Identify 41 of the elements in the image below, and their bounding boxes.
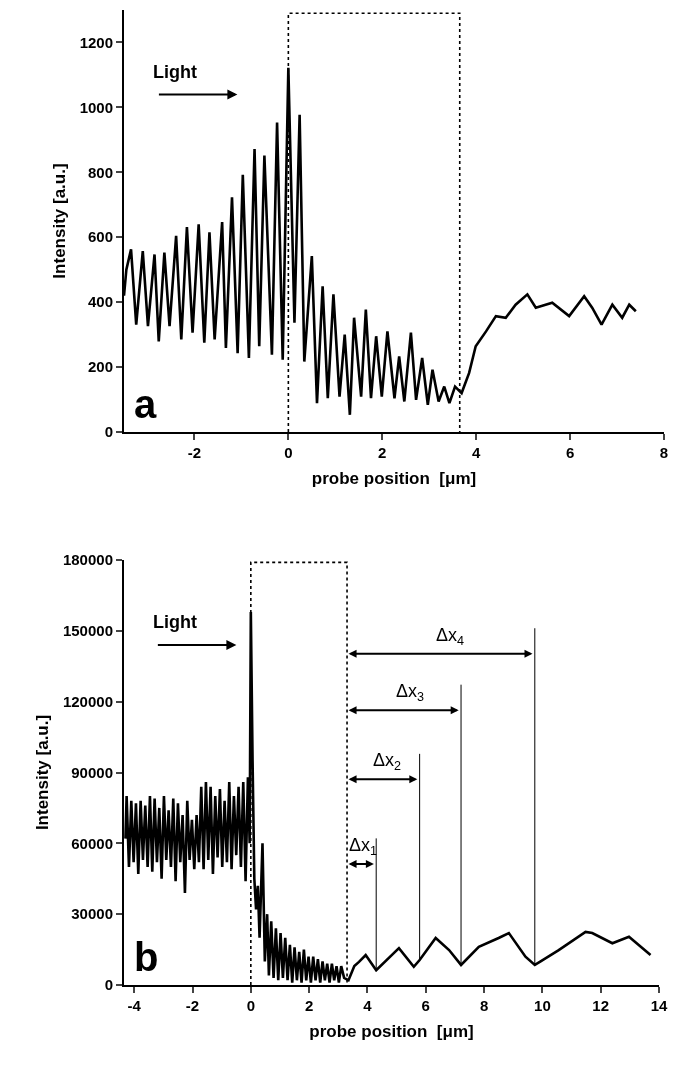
y-tick-label: 180000 — [62, 551, 113, 569]
x-tick-label: -2 — [185, 997, 200, 1014]
y-tick-label: 800 — [87, 163, 113, 181]
x-tick-label: -4 — [127, 997, 142, 1014]
annotation: Δx$_{2}$ — [373, 750, 402, 773]
y-tick-label: 60000 — [71, 834, 113, 852]
y-tick-label: 200 — [87, 358, 113, 376]
y-axis-title: Intensity [a.u.] — [32, 714, 52, 831]
x-axis-title: probe position [μm] — [309, 1021, 474, 1041]
x-tick-label: 10 — [534, 997, 551, 1014]
y-tick-label: 1000 — [79, 98, 113, 116]
annotation: Light — [153, 612, 197, 632]
y-tick-label: 1200 — [79, 33, 113, 51]
y-tick-label: 600 — [87, 228, 113, 246]
x-tick-label: 0 — [246, 997, 255, 1014]
x-tick-label: 2 — [304, 997, 314, 1014]
y-tick-label: 400 — [87, 293, 113, 311]
x-tick-label: 12 — [592, 997, 610, 1014]
y-tick-label: 120000 — [62, 692, 113, 710]
x-tick-label: 6 — [565, 444, 575, 461]
annotation: Light — [153, 62, 197, 82]
y-axis-title: Intensity [a.u.] — [49, 163, 69, 279]
x-tick-label: 4 — [363, 997, 373, 1014]
x-tick-label: 0 — [284, 444, 293, 461]
x-tick-label: 6 — [421, 997, 430, 1014]
x-tick-label: 14 — [650, 997, 668, 1014]
x-tick-label: 8 — [479, 997, 489, 1014]
annotation: Δx$_{4}$ — [436, 625, 465, 648]
annotation: Δx$_{3}$ — [396, 681, 425, 704]
annotation: a — [134, 382, 157, 426]
y-tick-label: 150000 — [62, 622, 113, 640]
x-tick-label: 4 — [472, 444, 481, 461]
x-tick-label: 2 — [378, 444, 387, 461]
y-tick-label: 30000 — [71, 905, 113, 923]
annotation: b — [134, 935, 159, 979]
y-tick-label: 0 — [104, 976, 113, 994]
x-axis-title: probe position [μm] — [311, 468, 477, 488]
x-tick-label: -2 — [187, 444, 202, 461]
y-tick-label: 90000 — [71, 763, 113, 781]
y-tick-label: 0 — [104, 423, 113, 441]
x-tick-label: 8 — [659, 444, 669, 461]
